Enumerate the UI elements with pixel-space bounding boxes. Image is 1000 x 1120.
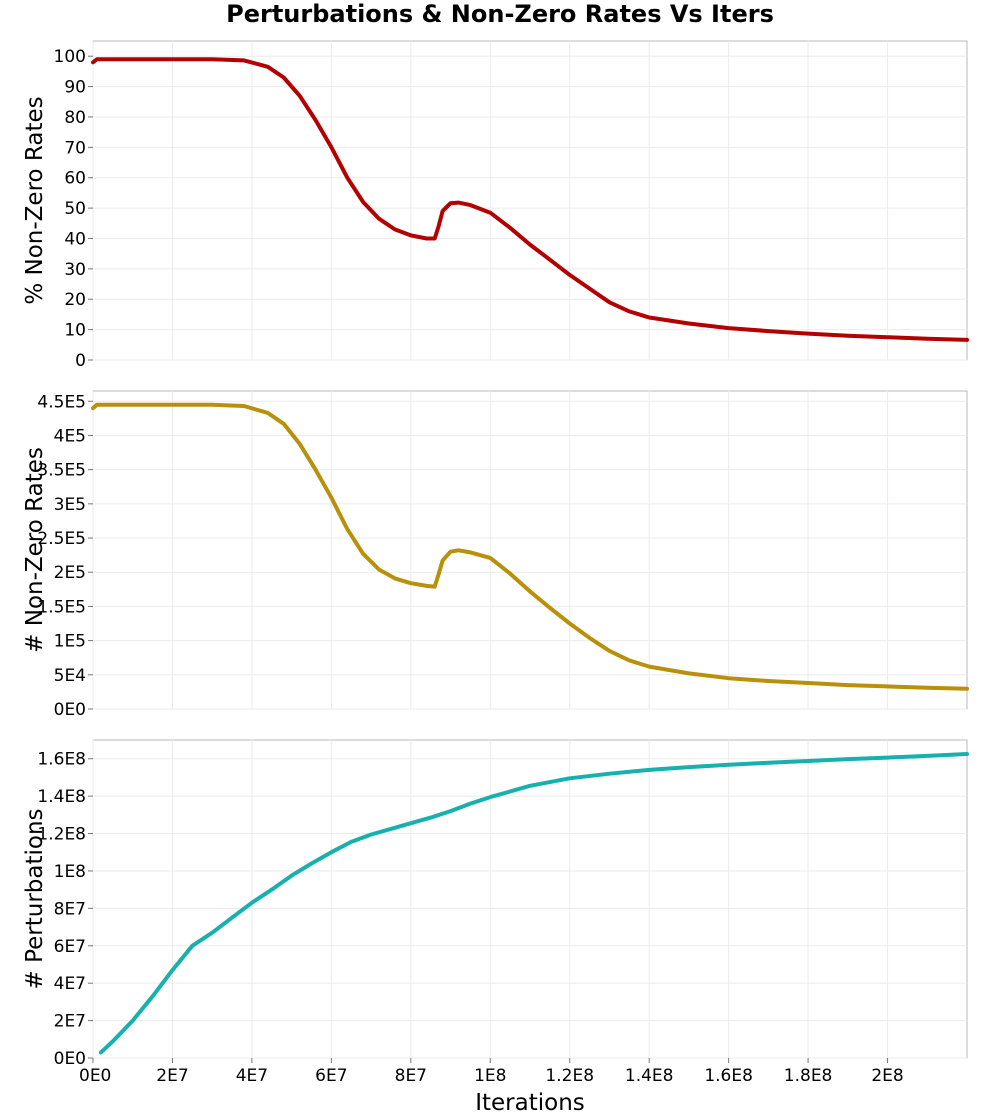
figure-title: Perturbations & Non-Zero Rates Vs Iters	[226, 0, 774, 28]
y-tick-label: 50	[64, 199, 86, 219]
y-tick-label: 0E0	[54, 1049, 86, 1069]
plot-area-perturbations	[92, 739, 968, 1059]
plot-area-percent	[92, 40, 968, 361]
x-tick-label: 1.6E8	[704, 1066, 753, 1086]
x-tick-label: 6E7	[315, 1066, 347, 1086]
x-tick-label: 0E0	[79, 1066, 111, 1086]
y-tick-label: 30	[64, 260, 86, 280]
x-tick-label: 1.2E8	[545, 1066, 594, 1086]
y-tick-label: 0	[75, 351, 86, 371]
x-axis-label: Iterations	[475, 1090, 585, 1116]
y-tick-label: 2.5E5	[37, 529, 86, 549]
y-tick-label: 2E7	[54, 1012, 86, 1032]
y-tick-label: 40	[64, 229, 86, 249]
y-tick-label: 3.5E5	[37, 461, 86, 481]
y-tick-label: 10	[64, 321, 86, 341]
y-tick-label: 70	[64, 138, 86, 158]
x-tick-label: 2E7	[156, 1066, 188, 1086]
y-axis-label-count: # Non-Zero Rates	[22, 447, 48, 653]
y-tick-label: 1.6E8	[37, 750, 86, 770]
y-tick-label: 2E5	[54, 563, 86, 583]
x-tick-label: 2E8	[871, 1066, 903, 1086]
x-tick-label: 8E7	[395, 1066, 427, 1086]
nonzero-rate-count-panel: 0E0 5E4 1E5 1.5E5 2E5 2.5E5 3E5 3.5E5 4E5 4.5E5 # …	[22, 390, 969, 720]
x-tick-label: 4E7	[236, 1066, 268, 1086]
y-tick-label: 1E5	[54, 632, 86, 652]
series-line-perturbations	[98, 752, 969, 1055]
y-tick-label: 4E7	[54, 974, 86, 994]
y-tick-label: 1.5E5	[37, 597, 86, 617]
y-tick-label: 90	[64, 78, 86, 98]
series-line-count	[91, 402, 969, 691]
y-tick-label: 20	[64, 290, 86, 310]
y-axis-label-perturbations: # Perturbations	[22, 808, 48, 989]
y-tick-label: 60	[64, 169, 86, 189]
y-tick-label: 1.4E8	[37, 787, 86, 807]
x-tick-label: 1E8	[474, 1066, 506, 1086]
plot-area-count	[92, 390, 968, 710]
y-tick-label: 4.5E5	[37, 392, 86, 412]
x-tick-label: 1.4E8	[625, 1066, 674, 1086]
series-line-percent	[91, 57, 969, 342]
y-tick-label: 4E5	[54, 426, 86, 446]
y-axis-label-percent: % Non-Zero Rates	[22, 96, 48, 304]
y-tick-label: 1.2E8	[37, 825, 86, 845]
y-tick-label: 8E7	[54, 899, 86, 919]
nonzero-rate-percent-panel: 0 10 20 30 40 50 60 70 80 90 100 % Non-Zero Rates	[22, 40, 969, 371]
y-tick-label: 5E4	[54, 666, 86, 686]
y-tick-label: 0E0	[54, 700, 86, 720]
perturbations-panel: 0E0 2E7 4E7 6E7 8E7 1E8 1.2E8 1.4E8 1.6E8 # Pertu…	[22, 739, 969, 1116]
y-tick-label: 3E5	[54, 495, 86, 515]
y-tick-label: 80	[64, 108, 86, 128]
y-tick-label: 1E8	[54, 862, 86, 882]
y-tick-label: 100	[54, 47, 86, 67]
y-tick-label: 6E7	[54, 937, 86, 957]
x-tick-label: 1.8E8	[784, 1066, 833, 1086]
